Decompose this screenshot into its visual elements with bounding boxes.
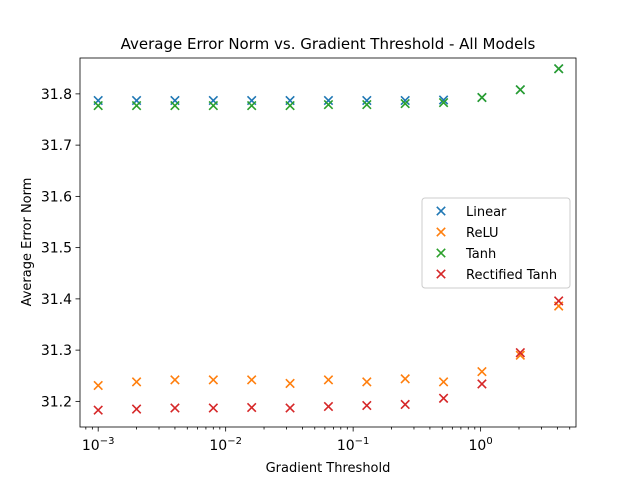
plot-area: 10−3 10−2 10−1 100 31.2 31.3 31.4 31.5 31.6 31.7 3…	[41, 57, 577, 454]
data-point	[553, 63, 564, 74]
data-point	[285, 100, 295, 111]
data-point	[515, 347, 526, 358]
data-point	[285, 378, 295, 389]
data-point	[553, 296, 564, 306]
data-point	[438, 377, 449, 387]
data-point	[400, 98, 410, 109]
y-tick-label: 31.7	[41, 138, 72, 154]
data-point	[285, 403, 295, 413]
data-point	[362, 95, 372, 106]
data-point	[246, 100, 257, 111]
data-point	[323, 99, 334, 110]
data-point	[131, 377, 142, 387]
data-point	[323, 401, 334, 412]
x-tick-label: 100	[469, 436, 493, 454]
data-point	[208, 375, 219, 385]
data-point	[323, 375, 334, 385]
data-point	[438, 97, 449, 108]
y-tick-label: 31.3	[41, 343, 72, 359]
legend-label: Tanh	[465, 247, 496, 262]
data-point	[362, 99, 372, 110]
chart-title: Average Error Norm vs. Gradient Threshol…	[121, 35, 536, 53]
data-point	[246, 375, 257, 385]
series-rectified-tanh	[93, 296, 564, 415]
y-tick-label: 31.8	[41, 87, 72, 103]
data-point	[362, 400, 372, 411]
legend-label: ReLU	[466, 226, 499, 241]
legend-marker	[436, 206, 446, 216]
data-point	[362, 377, 372, 387]
data-point	[93, 380, 103, 391]
data-point	[246, 402, 257, 413]
x-tick-label: 10−1	[337, 436, 370, 454]
data-point	[400, 374, 410, 384]
data-point	[400, 399, 410, 410]
legend-marker	[436, 248, 446, 258]
axes-frame	[79, 57, 577, 428]
legend-marker	[436, 227, 446, 237]
data-point	[208, 403, 219, 413]
y-tick-label: 31.5	[41, 241, 72, 257]
data-point	[131, 100, 142, 111]
data-point	[477, 92, 487, 103]
data-point	[208, 100, 219, 111]
legend-label: Rectified Tanh	[466, 268, 557, 283]
data-point	[170, 100, 180, 111]
data-point	[515, 85, 526, 95]
data-point	[131, 404, 142, 414]
y-tick-label: 31.2	[41, 394, 72, 410]
data-point	[477, 379, 487, 389]
x-tick-label: 10−3	[82, 436, 115, 454]
data-point	[438, 393, 449, 404]
data-point	[515, 350, 526, 361]
x-axis-label: Gradient Threshold	[266, 461, 391, 476]
legend-box	[421, 197, 571, 289]
series-relu	[93, 301, 564, 391]
data-point	[170, 403, 180, 413]
legend-marker	[436, 269, 446, 279]
y-tick-label: 31.6	[41, 189, 72, 205]
series-tanh	[93, 63, 564, 111]
y-tick-label: 31.4	[41, 292, 72, 308]
legend: Linear ReLU Tanh Rectified Tanh	[421, 197, 571, 289]
data-point	[400, 95, 410, 106]
data-point	[93, 100, 103, 111]
legend-label: Linear	[466, 205, 507, 220]
data-point	[170, 375, 180, 385]
data-point	[477, 366, 487, 377]
x-tick-label: 10−2	[209, 436, 242, 454]
data-point	[438, 95, 449, 105]
data-point	[323, 95, 334, 106]
data-point	[93, 405, 103, 415]
y-axis-label: Average Error Norm	[20, 178, 35, 307]
